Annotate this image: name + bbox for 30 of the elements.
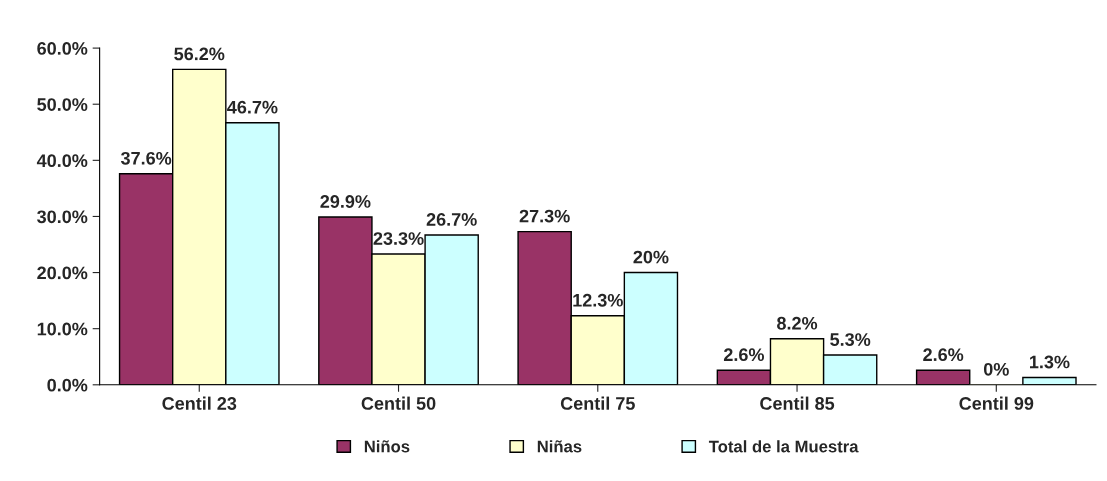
data-label: 0% xyxy=(983,362,1009,376)
x-tick-label: Centil 50 xyxy=(361,396,436,410)
y-tick-label: 0.0% xyxy=(47,378,88,392)
y-tick-label: 50.0% xyxy=(37,98,88,111)
y-tick-label: 30.0% xyxy=(37,210,88,224)
x-tick-label: Centil 85 xyxy=(760,396,835,410)
x-tick-label: Centil 75 xyxy=(560,396,635,410)
data-label: 46.7% xyxy=(227,100,278,114)
data-label: 2.6% xyxy=(723,348,765,362)
data-label: 29.9% xyxy=(320,195,371,208)
data-label: 27.3% xyxy=(519,209,570,223)
y-tick-label: 20.0% xyxy=(37,266,88,280)
data-label: 2.6% xyxy=(923,348,964,362)
y-tick-label: 60.0% xyxy=(37,42,88,55)
legend-label: Niños xyxy=(364,440,410,453)
x-tick-label: Centil 23 xyxy=(162,396,237,410)
data-label: 12.3% xyxy=(573,293,623,307)
legend-label: Total de la Muestra xyxy=(708,440,859,453)
data-label: 8.2% xyxy=(777,316,818,330)
y-tick-label: 10.0% xyxy=(37,322,88,336)
y-tick-label: 40.0% xyxy=(36,154,88,168)
x-tick-label: Centil 99 xyxy=(959,396,1034,410)
legend-label: Niñas xyxy=(537,440,582,453)
data-label: 1.3% xyxy=(1030,355,1070,369)
data-label: 56.2% xyxy=(174,47,225,61)
data-label: 37.6% xyxy=(120,151,172,165)
data-label: 23.3% xyxy=(373,232,424,245)
data-label: 26.7% xyxy=(426,213,477,226)
data-label: 5.3% xyxy=(830,333,871,346)
data-label: 20% xyxy=(633,250,669,264)
